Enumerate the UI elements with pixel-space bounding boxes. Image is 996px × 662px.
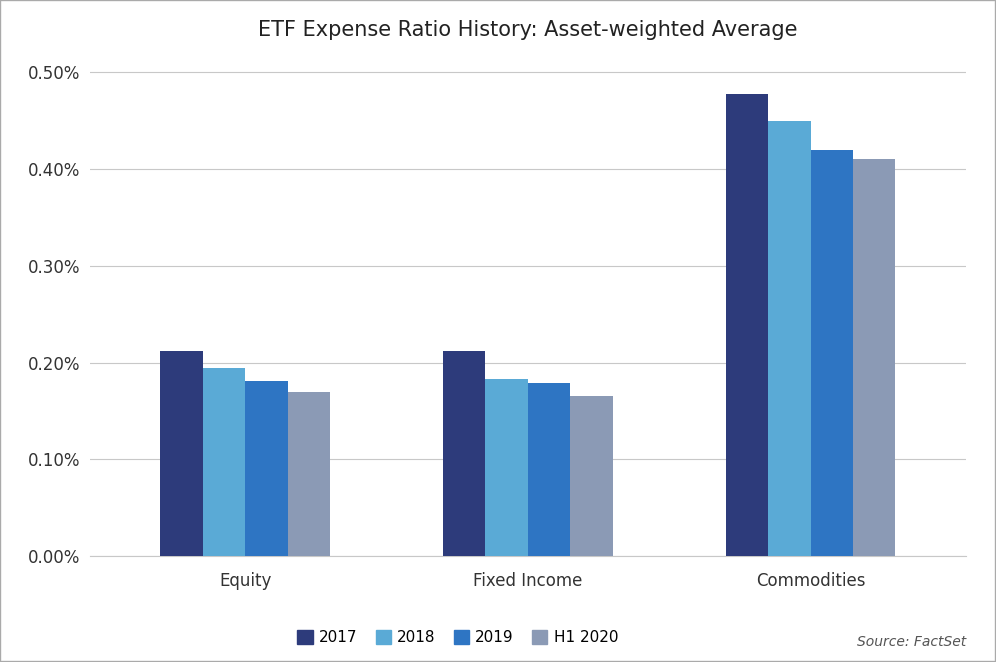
Bar bbox=[245, 381, 288, 556]
Bar bbox=[443, 351, 485, 556]
Bar bbox=[485, 379, 528, 556]
Bar bbox=[288, 392, 330, 556]
Bar bbox=[811, 150, 853, 556]
Bar bbox=[528, 383, 571, 556]
Bar bbox=[726, 93, 768, 556]
Bar bbox=[203, 368, 245, 556]
Title: ETF Expense Ratio History: Asset-weighted Average: ETF Expense Ratio History: Asset-weighte… bbox=[258, 21, 798, 40]
Bar bbox=[571, 397, 613, 556]
Bar bbox=[853, 160, 895, 556]
Bar bbox=[768, 120, 811, 556]
Legend: 2017, 2018, 2019, H1 2020: 2017, 2018, 2019, H1 2020 bbox=[291, 624, 624, 651]
Text: Source: FactSet: Source: FactSet bbox=[857, 635, 966, 649]
Bar bbox=[160, 351, 203, 556]
